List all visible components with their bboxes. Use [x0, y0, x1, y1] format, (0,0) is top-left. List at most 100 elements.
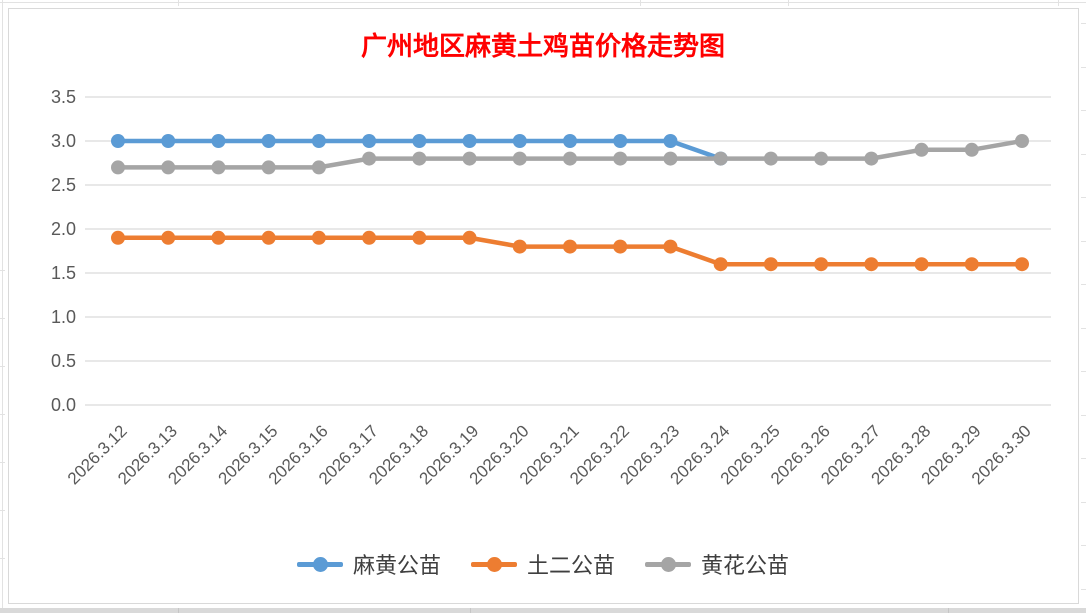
data-point-麻黄公苗	[563, 134, 577, 148]
data-point-黄花公苗	[563, 151, 577, 166]
data-point-黄花公苗	[713, 151, 728, 166]
data-point-黄花公苗	[864, 151, 879, 166]
sheet-row-stub	[1081, 23, 1086, 24]
data-point-黄花公苗	[512, 151, 527, 166]
data-point-土二公苗	[211, 230, 226, 245]
data-point-土二公苗	[563, 239, 577, 254]
data-point-土二公苗	[261, 230, 276, 245]
chart-title: 广州地区麻黄土鸡苗价格走势图	[360, 32, 725, 61]
legend-label: 麻黄公苗	[352, 553, 441, 578]
data-point-黄花公苗	[261, 160, 276, 175]
sheet-column-stub	[1058, 0, 1059, 6]
data-point-黄花公苗	[161, 160, 176, 175]
sheet-column-tick	[948, 608, 949, 613]
data-point-黄花公苗	[763, 151, 778, 166]
sheet-row-stub	[1081, 284, 1086, 285]
data-point-土二公苗	[462, 230, 477, 245]
y-tick-label: 0.0	[51, 395, 76, 415]
data-point-黄花公苗	[362, 151, 377, 166]
data-point-麻黄公苗	[161, 134, 176, 148]
sheet-column-stub	[640, 0, 641, 6]
data-point-黄花公苗	[914, 142, 929, 157]
data-point-黄花公苗	[814, 151, 829, 166]
data-point-黄花公苗	[663, 151, 678, 166]
data-point-土二公苗	[713, 257, 728, 272]
sheet-row-stub	[1081, 545, 1086, 546]
sheet-column-tick	[178, 608, 179, 613]
data-point-土二公苗	[613, 239, 628, 254]
legend-item-huanghua: 黄花公苗	[645, 548, 789, 580]
y-tick-label: 1.0	[51, 307, 76, 327]
legend-line-marker-icon	[645, 556, 691, 572]
sheet-row-stub	[0, 510, 5, 511]
data-point-土二公苗	[111, 230, 125, 245]
data-point-黄花公苗	[1015, 134, 1029, 148]
y-tick-label: 3.0	[51, 131, 76, 151]
data-point-黄花公苗	[964, 142, 979, 157]
data-point-麻黄公苗	[462, 134, 477, 148]
sheet-row-stub	[1081, 153, 1086, 155]
legend-dot-icon	[661, 556, 676, 572]
legend-label: 土二公苗	[526, 553, 615, 578]
data-point-黄花公苗	[311, 160, 326, 175]
legend-label: 黄花公苗	[701, 553, 790, 578]
chart-legend: 麻黄公苗 土二公苗 黄花公苗	[0, 548, 1086, 580]
sheet-row-stub	[1081, 110, 1086, 111]
sheet-row-stub	[1081, 458, 1086, 459]
chart-object[interactable]	[8, 8, 1079, 604]
data-point-麻黄公苗	[261, 134, 276, 148]
data-point-麻黄公苗	[362, 134, 377, 148]
sheet-gridline-top	[0, 2, 1086, 3]
sheet-row-stub	[1081, 414, 1086, 416]
data-point-土二公苗	[161, 230, 176, 245]
sheet-row-stub	[1081, 240, 1086, 242]
sheet-row-stub	[0, 462, 5, 463]
sheet-row-stub	[1081, 197, 1086, 198]
legend-item-mahuang: 麻黄公苗	[296, 548, 441, 580]
y-tick-label: 1.5	[51, 263, 76, 283]
data-point-土二公苗	[512, 239, 527, 254]
legend-item-tuer: 土二公苗	[470, 548, 615, 580]
data-point-土二公苗	[964, 257, 979, 272]
sheet-row-stub	[0, 414, 5, 415]
data-point-黄花公苗	[462, 151, 477, 166]
data-point-黄花公苗	[111, 160, 125, 175]
data-point-麻黄公苗	[613, 134, 628, 148]
sheet-bottom-strip	[0, 608, 1086, 613]
data-point-麻黄公苗	[512, 134, 527, 148]
data-point-土二公苗	[814, 257, 829, 272]
legend-dot-icon	[486, 556, 502, 572]
sheet-column-stub	[178, 0, 179, 6]
sheet-column-tick	[470, 608, 471, 613]
sheet-row-stub	[1081, 501, 1086, 503]
y-tick-label: 0.5	[51, 351, 76, 371]
y-tick-label: 3.5	[51, 87, 76, 107]
data-point-麻黄公苗	[311, 134, 326, 148]
sheet-row-stub	[1081, 66, 1086, 68]
sheet-column-stub	[788, 0, 789, 6]
data-point-黄花公苗	[613, 151, 628, 166]
data-point-土二公苗	[763, 257, 778, 272]
sheet-row-stub	[0, 366, 5, 367]
data-point-土二公苗	[412, 230, 427, 245]
data-point-麻黄公苗	[111, 134, 125, 148]
legend-dot-icon	[312, 556, 328, 572]
data-point-土二公苗	[362, 230, 377, 245]
sheet-row-stub	[0, 270, 5, 271]
y-tick-label: 2.5	[51, 175, 76, 195]
legend-line-marker-icon	[470, 556, 517, 572]
data-point-土二公苗	[1015, 257, 1029, 272]
data-point-土二公苗	[311, 230, 326, 245]
data-point-土二公苗	[663, 239, 678, 254]
sheet-row-stub	[0, 558, 5, 559]
data-point-黄花公苗	[211, 160, 226, 175]
sheet-row-stub	[1081, 588, 1086, 590]
data-point-麻黄公苗	[663, 134, 678, 148]
sheet-row-stub	[1081, 371, 1086, 372]
data-point-土二公苗	[864, 257, 879, 272]
y-tick-label: 2.0	[51, 219, 76, 239]
sheet-row-stub	[0, 318, 5, 319]
data-point-黄花公苗	[412, 151, 427, 166]
data-point-麻黄公苗	[211, 134, 226, 148]
